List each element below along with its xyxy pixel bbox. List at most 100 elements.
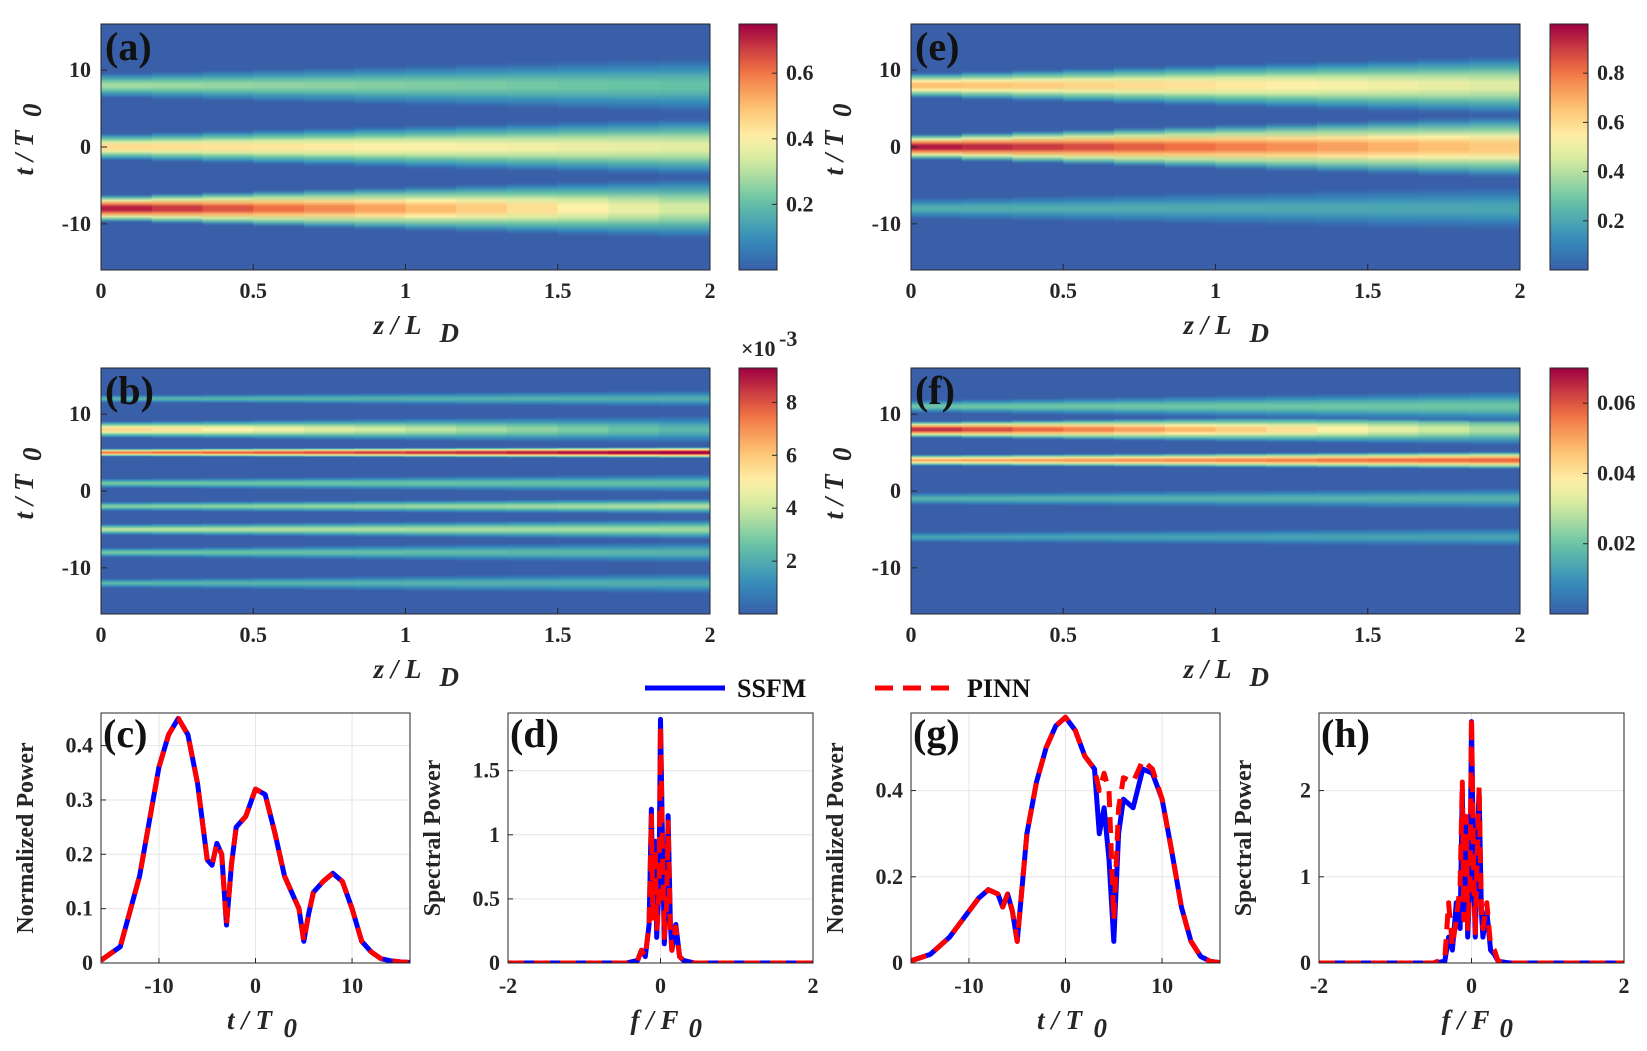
heatmap-beam-6-seg-2 [202,393,255,405]
heatmap-beam-2-seg-11 [659,473,710,494]
heatmap-beam-3-seg-11 [1469,487,1520,511]
heatmap-beam-7-seg-3 [253,576,305,591]
heatmap-beam-2-seg-9 [557,474,610,493]
y-axis-label-subscript: 0 [17,447,47,461]
heatmap-beam-2-seg-5 [1164,395,1217,418]
heatmap-beam-5-seg-11 [659,540,710,565]
colorbar-tick-label: 8 [786,389,797,414]
x-axis-label: t / T [227,1005,274,1035]
heatmap-beam-2-seg-2 [1012,397,1065,416]
heatmap-beam-3-seg-5 [1164,489,1217,508]
heatmap-beam-4-seg-1 [961,530,1014,544]
heatmap-beam-0-seg-1 [151,192,204,225]
heatmap-beam-4-seg-11 [659,518,710,541]
heatmap-beam-1-seg-1 [961,453,1014,467]
heatmap-beam-0-seg-4 [1114,417,1166,442]
x-tick-label: 2 [808,973,819,998]
colorbar-exponent-power: -3 [779,326,797,351]
heatmap-beam-0-seg-9 [557,180,610,237]
heatmap-beam-1-seg-2 [202,447,255,458]
y-tick-label: -10 [872,211,901,236]
heatmap-beam-2-seg-10 [608,473,661,493]
heatmap-beam-3-seg-9 [1367,487,1420,510]
heatmap-beam-2-seg-8 [507,474,559,492]
heatmap-beam-0-seg-6 [1215,416,1268,443]
y-axis-label: t / T 0 [819,103,857,176]
series-line-pinn [911,714,1220,963]
heatmap-beam-1-seg-6 [1215,452,1268,469]
heatmap-beam-3-seg-4 [1114,490,1166,508]
heatmap-beam-5-seg-6 [405,543,458,562]
legend-label-pinn: PINN [967,674,1031,703]
x-tick-label: 0 [1060,973,1071,998]
y-tick-label: -10 [62,555,91,580]
heatmap-beam-2-seg-10 [1418,390,1471,423]
y-axis-label: Spectral Power [1231,759,1257,916]
y-tick-label: 10 [69,401,91,426]
heatmap-beam-1-seg-9 [557,120,610,174]
y-tick-label: -10 [872,555,901,580]
heatmap-beam-2-seg-9 [557,59,610,112]
heatmap-beam-0-seg-0 [101,194,153,223]
heatmap-beam-0-seg-7 [456,416,508,443]
heatmap-beam-3-seg-1 [151,500,204,512]
series-line-pinn [508,723,813,963]
y-axis-label-text: t / T [819,129,849,176]
y-tick-label: 0 [890,134,901,159]
heatmap-beam-3-seg-0 [101,501,153,512]
y-axis-label-text: t / T [9,129,39,176]
y-tick-label: 10 [879,401,901,426]
heatmap-beam-2-seg-5 [354,65,407,106]
heatmap-beam-1-seg-10 [608,446,661,459]
x-tick-label: 1.5 [544,622,572,647]
y-axis-label: Spectral Power [420,759,446,916]
heatmap-beam-3-seg-3 [1063,490,1115,507]
heatmap-beam-5-seg-0 [101,547,153,558]
heatmap-beam-1-seg-8 [507,447,559,458]
heatmap-beam-0-seg-6 [1215,123,1268,171]
heatmap-beam-2-seg-1 [961,195,1014,222]
heatmap-beam-4-seg-2 [202,522,255,537]
y-axis-label-text: t / T [819,473,849,520]
heatmap-beam-2-seg-0 [101,478,153,489]
heatmap-beam-1-seg-3 [253,128,305,166]
heatmap-beam-1-seg-5 [354,447,407,458]
heatmap-beam-0-seg-3 [1063,128,1115,166]
x-tick-label: 0 [96,278,107,303]
y-tick-label: 0.4 [66,733,94,758]
x-tick-label: 10 [341,973,363,998]
panel-label: (h) [1321,711,1370,756]
heatmap-beam-1-seg-3 [1063,67,1115,104]
panel-label: (e) [915,24,959,69]
x-axis-label: f / F [1441,1005,1489,1035]
heatmap-beam-1-seg-5 [354,125,407,169]
heatmap-beam-2-seg-3 [1063,396,1115,417]
heatmap-beam-4-seg-11 [1469,526,1520,548]
heatmap-beam-1-seg-1 [961,70,1014,101]
colorbar [738,23,778,271]
heatmap-beam-1-seg-11 [659,446,710,459]
heatmap-beam-1-seg-2 [202,129,255,165]
heatmap-beam-3-seg-9 [557,498,610,515]
heatmap-beam-2-seg-7 [1266,393,1318,420]
heatmap-beam-0-seg-0 [911,133,963,161]
heatmap-beam-6-seg-0 [101,394,153,404]
heatmap-beam-0-seg-0 [911,420,963,439]
y-tick-label: 0 [1300,950,1311,975]
x-axis-label: z / L [372,654,421,684]
heatmap-beam-4-seg-6 [1215,528,1268,546]
heatmap-beam-7-seg-2 [202,576,255,590]
x-tick-label: 1.5 [1354,278,1382,303]
y-tick-label: 0 [82,950,93,975]
y-axis-label-text: Normalized Power [823,742,849,934]
colorbar-tick-label: 4 [786,495,797,520]
x-axis-label: z / L [372,310,421,340]
heatmap-beam-2-seg-2 [1012,194,1065,223]
heatmap-beam-2-seg-5 [354,475,407,491]
x-axis-label-subscript: D [1249,318,1270,348]
heatmap-beam-0-seg-2 [1012,130,1065,164]
heatmap-beam-7-seg-1 [151,577,204,590]
heatmap-beam-2-seg-2 [202,477,255,490]
